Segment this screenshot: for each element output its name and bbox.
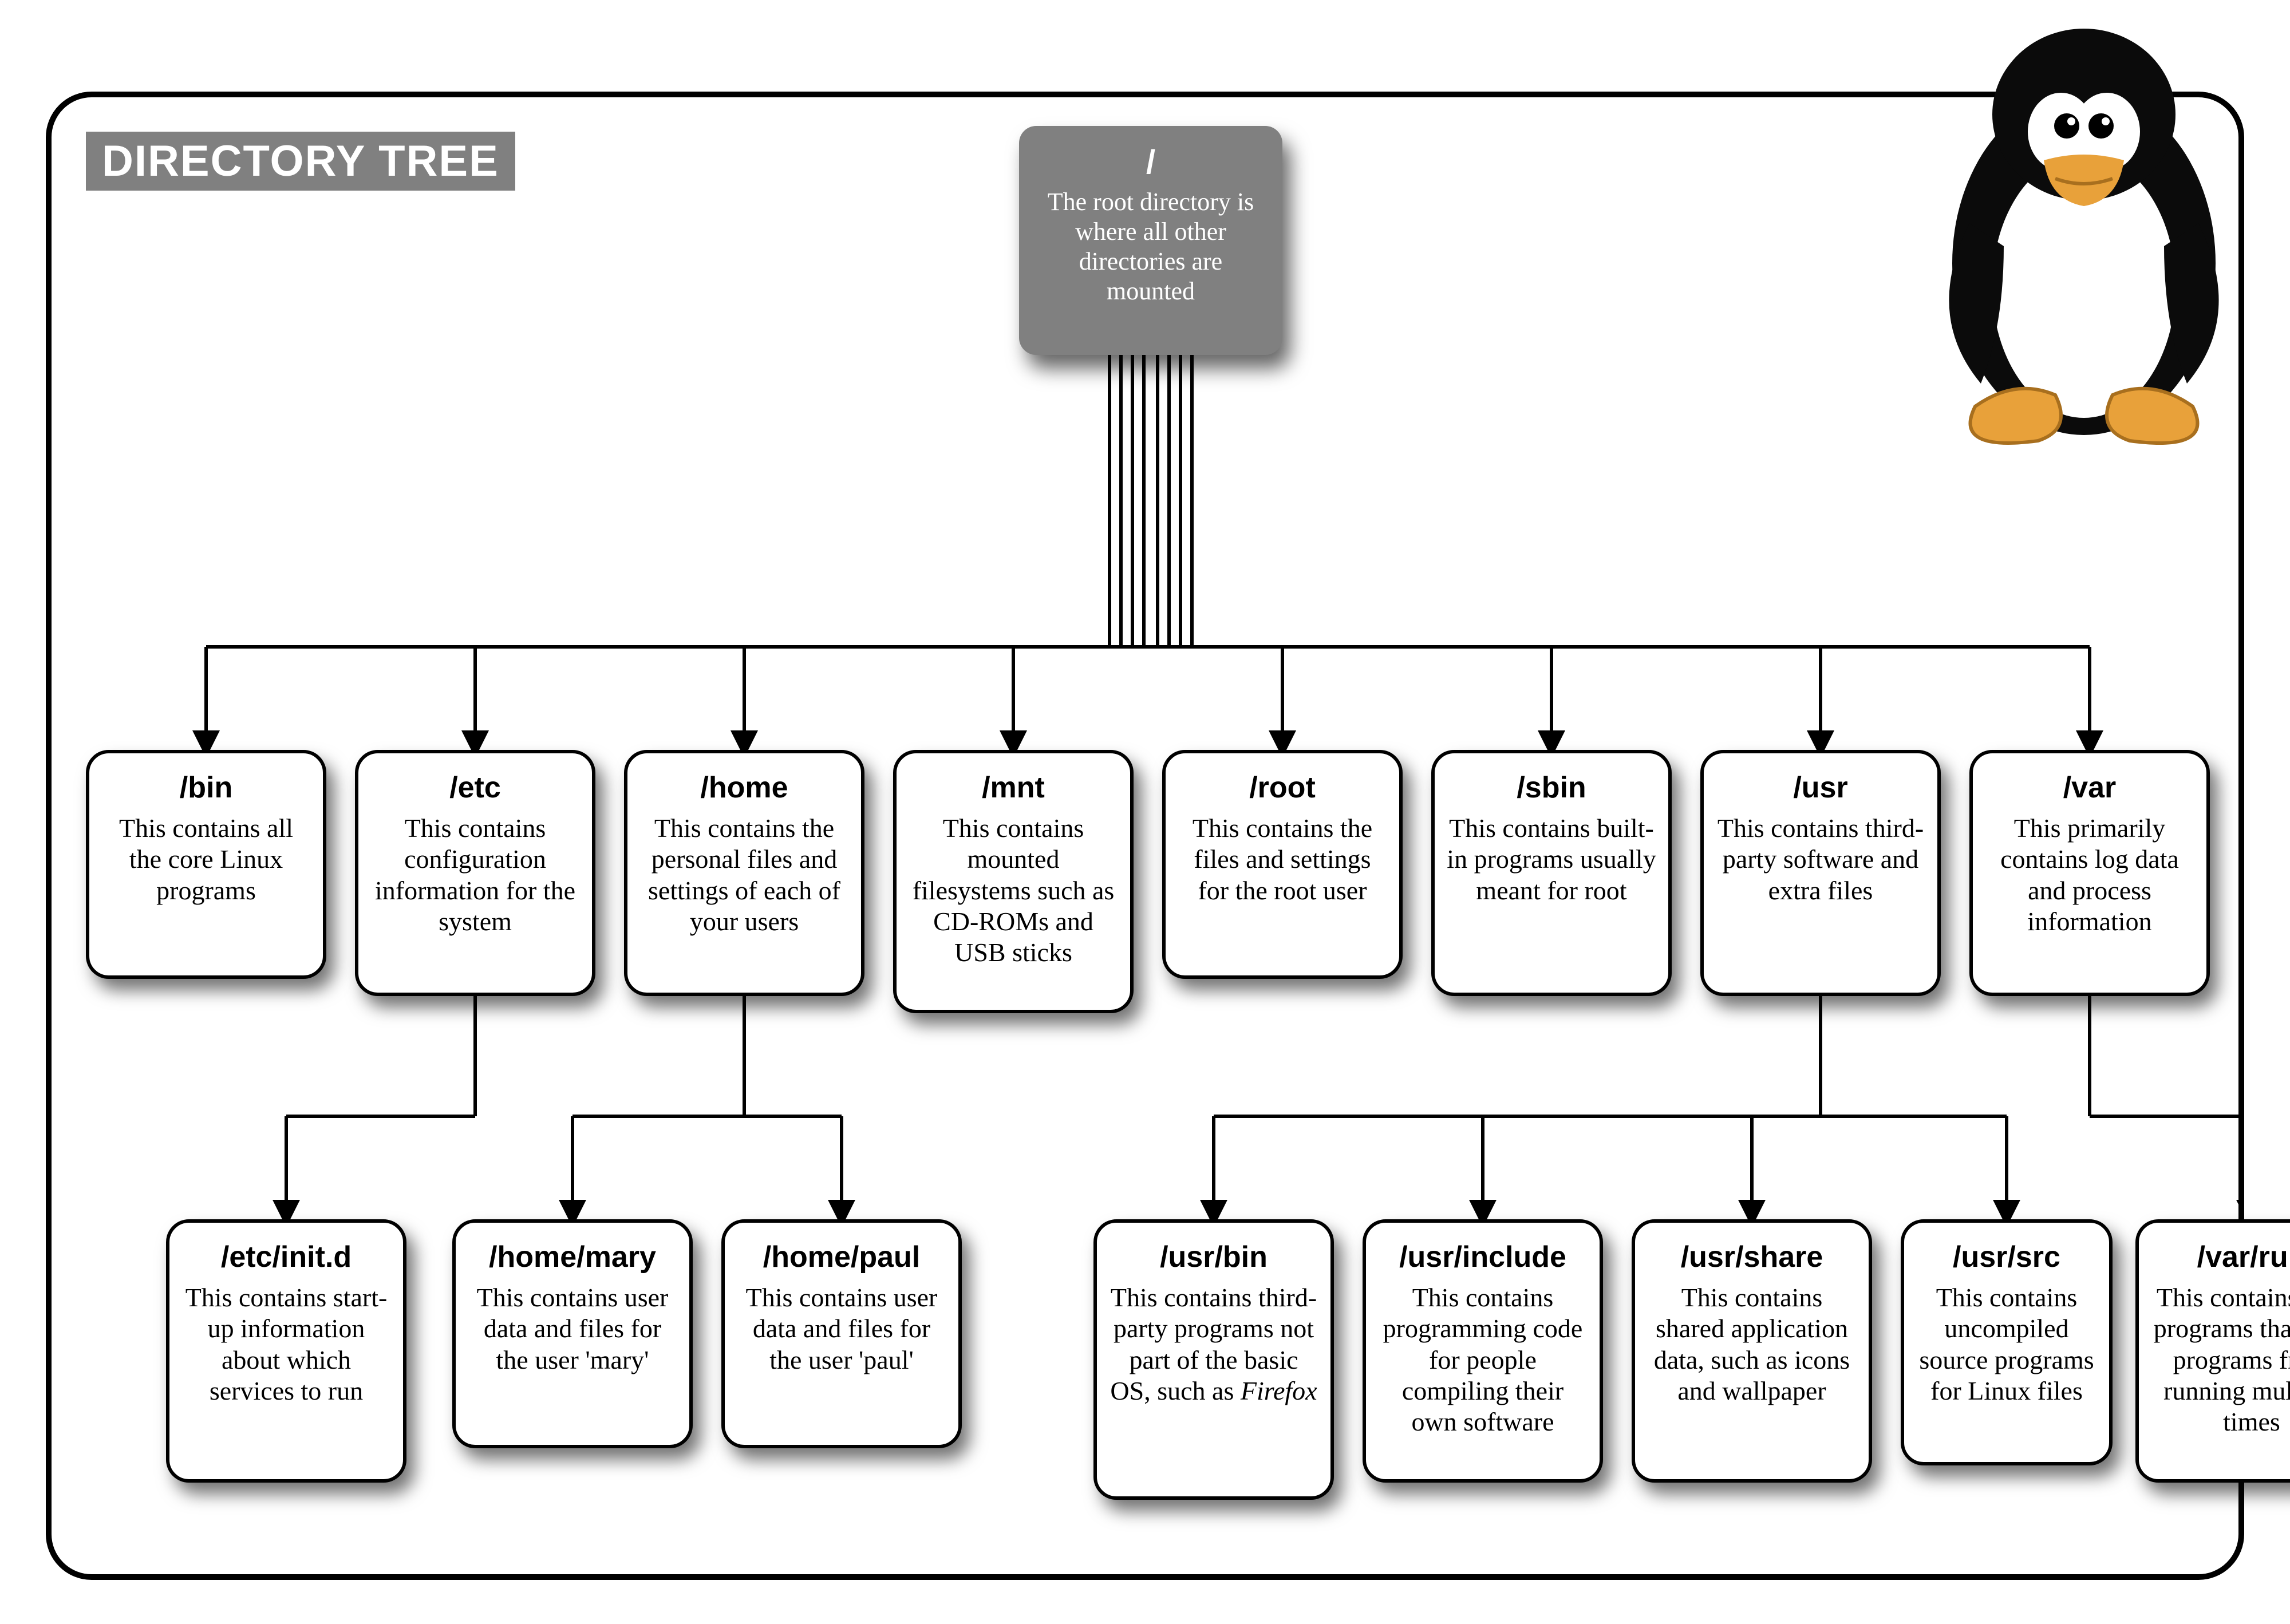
node-home: /home This contains the personal files an…: [624, 750, 864, 996]
node-var-desc: This primarily contains log data and pro…: [1984, 813, 2195, 937]
node-var-run-name: /var/run: [2150, 1240, 2290, 1274]
node-usr-bin-name: /usr/bin: [1108, 1240, 1319, 1274]
node-bin-desc: This contains all the core Linux program…: [101, 813, 311, 906]
node-home-paul-desc: This contains user data and files for th…: [736, 1282, 947, 1376]
node-mnt-name: /mnt: [908, 770, 1119, 805]
node-sbin-name: /sbin: [1446, 770, 1657, 805]
node-home-mary-name: /home/mary: [467, 1240, 678, 1274]
tux-penguin-icon: [1889, 17, 2279, 452]
node-usr-bin-desc: This contains third-party programs not p…: [1108, 1282, 1319, 1406]
node-mnt: /mnt This contains mounted filesystems su…: [893, 750, 1134, 1013]
node-usr-include: /usr/include This contains programming co…: [1363, 1219, 1603, 1483]
node-var-run-desc: This contains PID programs that stop pro…: [2150, 1282, 2290, 1437]
node-usr-include-name: /usr/include: [1377, 1240, 1588, 1274]
node-home-desc: This contains the personal files and set…: [639, 813, 850, 937]
node-usr-bin: /usr/bin This contains third-party progra…: [1093, 1219, 1334, 1500]
diagram-title: DIRECTORY TREE: [86, 132, 515, 191]
node-root-name: /: [1034, 143, 1268, 181]
node-var-name: /var: [1984, 770, 2195, 805]
node-root: /root This contains the files and setting…: [1162, 750, 1403, 979]
node-bin: /bin This contains all the core Linux pro…: [86, 750, 326, 979]
node-usr: /usr This contains third-party software a…: [1700, 750, 1941, 996]
node-usr-desc: This contains third-party software and e…: [1715, 813, 1926, 906]
node-home-mary-desc: This contains user data and files for th…: [467, 1282, 678, 1376]
node-usr-share-name: /usr/share: [1647, 1240, 1857, 1274]
node-root-desc: This contains the files and settings for…: [1177, 813, 1388, 906]
node-bin-name: /bin: [101, 770, 311, 805]
node-usr-share-desc: This contains shared application data, s…: [1647, 1282, 1857, 1406]
node-usr-src-desc: This contains uncompiled source programs…: [1916, 1282, 2098, 1406]
diagram-frame: DIRECTORY TREE / The root directory is w…: [46, 92, 2244, 1580]
node-etc-desc: This contains configuration information …: [370, 813, 581, 937]
node-etc: /etc This contains configuration informat…: [355, 750, 595, 996]
node-sbin-desc: This contains built-in programs usually …: [1446, 813, 1657, 906]
node-home-mary: /home/mary This contains user data and fi…: [452, 1219, 693, 1448]
node-usr-src-name: /usr/src: [1916, 1240, 2098, 1274]
node-var: /var This primarily contains log data and…: [1969, 750, 2210, 996]
node-usr-share: /usr/share This contains shared applicati…: [1632, 1219, 1872, 1483]
node-usr-include-desc: This contains programming code for peopl…: [1377, 1282, 1588, 1437]
node-usr-name: /usr: [1715, 770, 1926, 805]
node-sbin: /sbin This contains built-in programs usu…: [1431, 750, 1672, 996]
node-etc-initd: /etc/init.d This contains start-up inform…: [166, 1219, 406, 1483]
node-usr-src: /usr/src This contains uncompiled source …: [1901, 1219, 2113, 1465]
node-root-name: /root: [1177, 770, 1388, 805]
node-etc-initd-name: /etc/init.d: [181, 1240, 392, 1274]
node-home-name: /home: [639, 770, 850, 805]
node-etc-name: /etc: [370, 770, 581, 805]
node-etc-initd-desc: This contains start-up information about…: [181, 1282, 392, 1406]
node-home-paul-name: /home/paul: [736, 1240, 947, 1274]
node-var-run: /var/run This contains PID programs that …: [2135, 1219, 2290, 1483]
node-root-desc: The root directory is where all other di…: [1034, 187, 1268, 306]
node-mnt-desc: This contains mounted filesystems such a…: [908, 813, 1119, 968]
node-home-paul: /home/paul This contains user data and fi…: [721, 1219, 962, 1448]
node-root: / The root directory is where all other …: [1019, 126, 1282, 355]
